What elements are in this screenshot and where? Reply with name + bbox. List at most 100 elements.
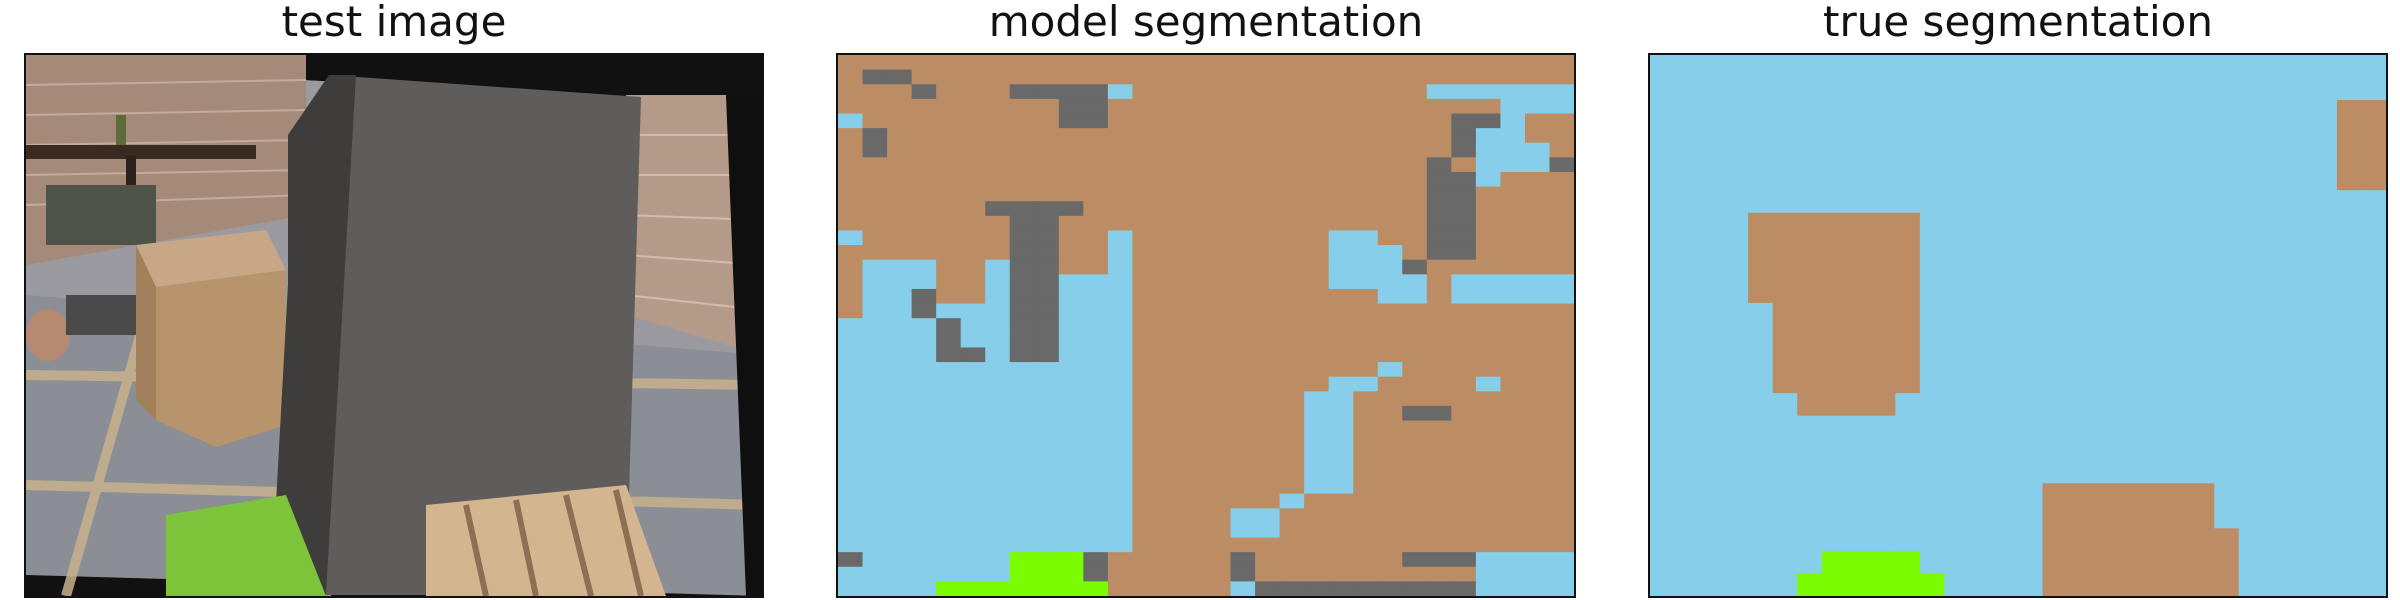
model-segmentation-cell-brown	[1402, 98, 1428, 115]
true-segmentation-cell-brown	[2336, 100, 2363, 124]
true-segmentation-cell-sky	[2287, 190, 2313, 214]
true-segmentation-cell-sky	[2116, 257, 2142, 282]
true-segmentation-cell-sky	[2238, 415, 2264, 439]
model-segmentation-cell-sky	[1009, 435, 1035, 451]
model-segmentation-cell-sky	[985, 493, 1011, 509]
model-segmentation-cell-brown	[1524, 391, 1551, 407]
model-segmentation-cell-brown	[1353, 128, 1379, 144]
true-segmentation-cell-sky	[1968, 257, 1995, 282]
model-segmentation-cell-sky	[1328, 464, 1354, 480]
model-segmentation-cell-brown	[1230, 186, 1256, 202]
true-segmentation-cell-sky	[1772, 393, 1798, 417]
true-segmentation-cell-sky	[2361, 370, 2386, 394]
model-segmentation-cell-brown	[1524, 259, 1551, 275]
model-segmentation-cell-sky	[1009, 479, 1035, 495]
true-segmentation-cell-sky	[2312, 100, 2338, 124]
true-segmentation-cell-sky	[2263, 370, 2289, 394]
true-segmentation-cell-sky	[2116, 235, 2142, 259]
model-segmentation-cell-sky	[1058, 347, 1084, 363]
model-segmentation-cell-brown	[887, 113, 913, 129]
model-segmentation-cell-gray	[1034, 274, 1060, 290]
model-segmentation-cell-brown	[838, 55, 864, 71]
true-segmentation-cell-green	[1870, 573, 1896, 596]
true-segmentation-cell-sky	[1674, 483, 1700, 507]
model-segmentation-cell-brown	[911, 113, 937, 129]
model-segmentation-cell-brown	[1353, 69, 1379, 85]
true-segmentation-cell-sky	[1674, 122, 1700, 146]
model-segmentation-cell-brown	[1500, 186, 1526, 202]
model-segmentation-cell-sky	[936, 493, 962, 509]
model-segmentation-cell-sky	[887, 464, 913, 480]
true-segmentation-cell-sky	[1674, 302, 1700, 327]
true-segmentation-cell-sky	[2116, 460, 2142, 484]
true-segmentation-cell-sky	[2091, 145, 2117, 169]
true-segmentation-cell-sky	[2116, 55, 2142, 79]
model-segmentation-cell-brown	[1549, 376, 1574, 392]
chair	[46, 185, 156, 245]
model-segmentation-cell-brown	[1353, 435, 1379, 451]
model-segmentation-cell-brown	[1132, 69, 1158, 85]
model-segmentation-cell-sky	[862, 464, 888, 480]
model-segmentation-cell-brown	[1500, 55, 1526, 71]
model-segmentation-cell-brown	[1058, 215, 1084, 232]
model-segmentation-cell-sky	[838, 537, 864, 553]
true-segmentation-cell-sky	[2116, 100, 2142, 124]
model-segmentation-cell-brown	[1500, 362, 1526, 378]
model-segmentation-cell-brown	[985, 186, 1011, 202]
true-segmentation-cell-sky	[2165, 460, 2191, 484]
true-segmentation-cell-sky	[1968, 280, 1995, 304]
model-segmentation-cell-brown	[1304, 98, 1330, 115]
model-segmentation-cell-brown	[1402, 245, 1428, 261]
model-segmentation-cell-brown	[1206, 376, 1232, 392]
true-segmentation-cell-sky	[1846, 190, 1872, 214]
true-segmentation-cell-sky	[2263, 528, 2289, 552]
true-segmentation-cell-green	[1895, 573, 1921, 596]
model-segmentation-cell-brown	[838, 69, 864, 85]
model-segmentation-cell-brown	[936, 288, 962, 305]
model-segmentation-cell-sky	[1328, 435, 1354, 451]
true-segmentation-cell-brown	[2140, 550, 2166, 575]
true-segmentation-cell-sky	[1772, 122, 1798, 146]
true-segmentation-cell-sky	[2091, 100, 2117, 124]
true-segmentation-cell-sky	[2042, 302, 2068, 327]
model-segmentation-cell-brown	[1206, 55, 1232, 71]
true-segmentation-cell-sky	[2189, 393, 2215, 417]
model-segmentation-cell-brown	[1377, 391, 1403, 407]
model-segmentation-cell-brown	[936, 128, 962, 144]
model-segmentation-cell-brown	[1451, 376, 1477, 392]
model-segmentation-cell-brown	[1353, 566, 1379, 582]
true-segmentation-cell-brown	[2336, 167, 2363, 191]
model-segmentation-cell-gray	[1034, 215, 1060, 232]
true-segmentation-cell-sky	[2140, 145, 2166, 169]
model-segmentation-cell-brown	[1328, 288, 1354, 305]
model-segmentation-cell-sky	[936, 362, 962, 378]
model-segmentation-cell-brown	[911, 230, 937, 246]
true-segmentation-cell-sky	[1748, 100, 1774, 124]
true-segmentation-cell-sky	[1944, 348, 1970, 372]
true-segmentation-cell-sky	[2165, 393, 2191, 417]
true-segmentation-cell-sky	[1993, 348, 2019, 372]
model-segmentation-cell-brown	[1132, 566, 1158, 582]
true-segmentation-cell-green	[1919, 573, 1945, 596]
model-segmentation-cell-brown	[1377, 435, 1403, 451]
true-segmentation-cell-sky	[1944, 122, 1970, 146]
model-segmentation-cell-brown	[1206, 566, 1232, 582]
true-segmentation-cell-sky	[1870, 438, 1896, 462]
model-segmentation-cell-brown	[911, 186, 937, 202]
model-segmentation-cell-brown	[1353, 347, 1379, 363]
model-segmentation-cell-sky	[911, 552, 937, 568]
true-segmentation-cell-sky	[1895, 167, 1921, 191]
model-segmentation-cell-brown	[1255, 288, 1281, 305]
model-segmentation-cell-sky	[936, 537, 962, 553]
model-segmentation-cell-gray	[1009, 347, 1035, 363]
model-segmentation-cell-brown	[960, 274, 986, 290]
true-segmentation-cell-sky	[2018, 302, 2044, 327]
model-segmentation-cell-brown	[1181, 128, 1207, 144]
true-segmentation-cell-sky	[2018, 122, 2044, 146]
true-segmentation-cell-sky	[1723, 55, 1749, 79]
model-segmentation-cell-brown	[1156, 581, 1183, 596]
model-segmentation-cell-sky	[887, 449, 913, 465]
model-segmentation-cell-brown	[1107, 128, 1133, 144]
model-segmentation-cell-brown	[1524, 347, 1551, 363]
model-segmentation-cell-sky	[862, 274, 888, 290]
